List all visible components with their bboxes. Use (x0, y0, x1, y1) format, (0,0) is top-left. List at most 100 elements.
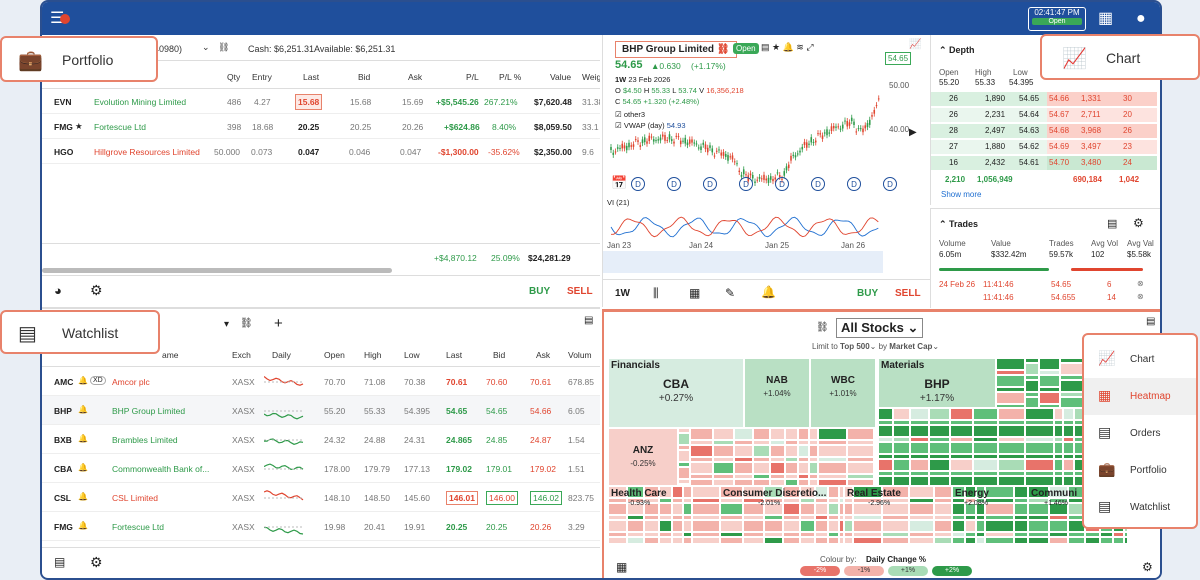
heatmap-tile[interactable] (809, 479, 818, 486)
heatmap-tile[interactable] (839, 515, 844, 520)
heatmap-tile[interactable] (929, 459, 950, 471)
heatmap-tile[interactable] (683, 503, 692, 515)
heatmap-tile[interactable] (690, 428, 713, 440)
cell-name[interactable]: BHP Group Limited (112, 406, 186, 416)
heatmap-tile[interactable] (998, 408, 1025, 420)
heatmap-tile[interactable] (713, 479, 734, 486)
heatmap-tile[interactable] (853, 532, 882, 537)
heatmap-tile[interactable] (847, 445, 874, 457)
price-chart[interactable] (603, 55, 930, 245)
heatmap-tile[interactable] (818, 445, 847, 457)
heatmap-tile[interactable] (743, 503, 764, 515)
heatmap-tile[interactable] (874, 445, 876, 457)
heatmap-tile[interactable] (783, 498, 800, 503)
heatmap-tile[interactable] (720, 537, 743, 544)
heatmap-tile[interactable] (690, 457, 713, 462)
chevron-down-icon[interactable]: ⌄ (202, 42, 210, 52)
heatmap-tile[interactable] (973, 471, 998, 476)
heatmap-tile[interactable] (690, 479, 713, 486)
heatmap-tile[interactable] (644, 532, 659, 537)
menu-item-orders[interactable]: ▤ Orders (1098, 424, 1161, 440)
heatmap-tile[interactable] (950, 408, 973, 420)
heatmap-tile[interactable] (783, 503, 800, 515)
heatmap-tile[interactable] (909, 537, 934, 544)
heatmap-tile[interactable] (770, 445, 785, 457)
heatmap-tile[interactable] (929, 425, 950, 437)
heatmap-tile[interactable] (934, 486, 952, 498)
heatmap-tile[interactable] (644, 486, 659, 498)
heatmap-tile[interactable] (800, 520, 815, 532)
heatmap-tile[interactable] (847, 474, 874, 479)
heatmap-tile[interactable] (1039, 375, 1060, 387)
dividend-marker[interactable]: D (883, 177, 897, 191)
range-navigator[interactable] (603, 251, 883, 273)
heatmap-tile[interactable] (720, 520, 743, 532)
heatmap-tile[interactable] (950, 425, 973, 437)
star-icon[interactable]: ★ (75, 121, 83, 131)
heatmap-tile[interactable] (1063, 437, 1074, 442)
heatmap-tile[interactable] (853, 515, 882, 520)
heatmap-tile[interactable] (608, 520, 627, 532)
heatmap-tile[interactable] (996, 387, 1025, 392)
heatmap-tile[interactable] (874, 428, 876, 440)
heatmap-tile[interactable] (996, 370, 1025, 375)
calendar-icon[interactable]: 📅 (611, 175, 628, 190)
heatmap-tile[interactable] (853, 537, 882, 544)
heatmap-tile[interactable] (743, 520, 764, 532)
heatmap-tile[interactable] (976, 515, 985, 520)
heatmap-tile[interactable] (934, 503, 952, 515)
heatmap-tile[interactable] (1025, 408, 1054, 420)
heatmap-tile[interactable] (882, 532, 909, 537)
notes-icon[interactable]: ▤ (54, 555, 66, 569)
depth-row[interactable]: 26 2,231 54.64 54.67 2,711 20 (931, 107, 1160, 123)
heatmap-tile[interactable] (692, 520, 720, 532)
heatmap-tile[interactable] (1014, 515, 1028, 520)
cell-name[interactable]: CSL Limited (112, 493, 158, 503)
heatmap-tile[interactable] (1100, 532, 1113, 537)
heatmap-tile[interactable] (952, 532, 965, 537)
cell-name[interactable]: Brambles Limited (112, 435, 178, 445)
table-row[interactable]: HGO Hillgrove Resources Limited 50.000 0… (42, 139, 600, 164)
heatmap-tile[interactable] (678, 479, 690, 484)
sell-button[interactable]: SELL (567, 286, 593, 297)
cancel-icon[interactable]: ⊗ (1137, 292, 1144, 301)
heatmap-tile[interactable] (882, 503, 909, 515)
heatmap-tile[interactable] (678, 467, 690, 479)
heatmap-tile[interactable] (839, 498, 844, 503)
heatmap-tile[interactable] (1025, 425, 1054, 437)
heatmap-tile[interactable] (783, 532, 800, 537)
heatmap-tile[interactable] (909, 498, 934, 503)
heatmap-tile[interactable] (1025, 442, 1054, 454)
heatmap-tile[interactable] (934, 498, 952, 503)
alert-icon[interactable]: 🔔 (78, 521, 88, 530)
heatmap-tile[interactable] (713, 474, 734, 479)
heatmap-tile[interactable] (844, 515, 853, 520)
heatmap-tile[interactable] (753, 428, 770, 440)
heatmap-tile[interactable] (878, 454, 893, 459)
heatmap-tile[interactable] (644, 503, 659, 515)
heatmap-tile[interactable] (976, 532, 985, 537)
heatmap-tile[interactable] (1049, 520, 1068, 532)
heatmap-tile[interactable] (853, 498, 882, 503)
tile-nab[interactable]: NAB +1.04% (744, 358, 810, 428)
heatmap-tile[interactable] (985, 498, 1014, 503)
heatmap-tile[interactable] (785, 462, 798, 474)
treemap[interactable]: CBA +0.27% NAB +1.04% WBC +1.01% ANZ -0.25% Fina… (608, 358, 1128, 544)
heatmap-tile[interactable] (809, 474, 818, 479)
heatmap-tile[interactable] (627, 486, 644, 498)
heatmap-tile[interactable] (1085, 537, 1100, 544)
indicator-icon[interactable]: ▦ (689, 286, 701, 300)
heatmap-tile[interactable] (1028, 498, 1049, 503)
heatmap-tile[interactable] (692, 537, 720, 544)
heatmap-tile[interactable] (798, 479, 809, 486)
heatmap-tile[interactable] (882, 498, 909, 503)
heatmap-tile[interactable] (934, 515, 952, 520)
collapse-icon[interactable]: ⌃ Trades (939, 219, 979, 229)
heatmap-tile[interactable] (809, 428, 818, 440)
heatmap-tile[interactable] (798, 428, 809, 440)
heatmap-tile[interactable] (692, 515, 720, 520)
heatmap-tile[interactable] (743, 498, 764, 503)
heatmap-tile[interactable] (798, 445, 809, 457)
heatmap-tile[interactable] (950, 459, 973, 471)
heatmap-tile[interactable] (1025, 476, 1054, 486)
